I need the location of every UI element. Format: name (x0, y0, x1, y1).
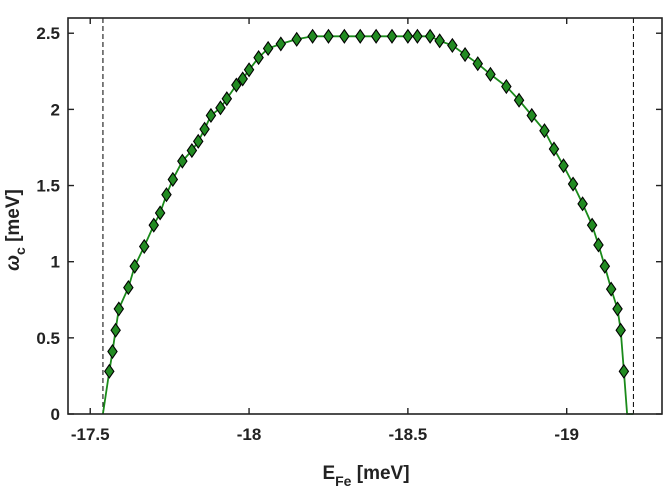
y-tick-label: 0 (51, 405, 60, 424)
x-tick-label: -19 (554, 425, 579, 444)
data-point (615, 322, 626, 338)
data-point (386, 28, 398, 44)
plot-area (102, 18, 634, 415)
x-tick-label: -18 (237, 425, 262, 444)
axes-frame (67, 17, 663, 415)
data-point (501, 78, 512, 95)
data-point (148, 217, 160, 233)
data-point (459, 46, 471, 63)
data-point (567, 176, 579, 192)
data-point (129, 258, 140, 274)
data-point (412, 28, 423, 44)
x-axis-label-subscript: Fe (335, 473, 352, 489)
data-point (577, 196, 588, 212)
data-point (605, 281, 617, 297)
axes: -17.5 -18 -18.5 -19 0 0.5 1 1.5 2 2.5 (36, 17, 663, 444)
data-point (154, 205, 166, 221)
y-axis-label: ωc [meV] (3, 189, 28, 271)
data-point (221, 91, 233, 107)
data-point (434, 33, 445, 49)
series-line (102, 35, 634, 415)
data-point (424, 28, 436, 44)
y-tick-label: 2.5 (36, 24, 60, 43)
data-point (526, 107, 538, 124)
data-point (199, 121, 210, 137)
data-point (548, 141, 560, 157)
x-tick-label: -17.5 (71, 425, 110, 444)
data-point (599, 258, 611, 274)
data-point (618, 363, 630, 379)
data-point (237, 71, 248, 87)
data-point (323, 28, 334, 44)
data-point (167, 171, 179, 188)
y-tick-label: 0.5 (36, 329, 60, 348)
data-point (339, 28, 350, 44)
data-point (370, 28, 382, 44)
data-point (253, 50, 264, 66)
data-point (612, 301, 623, 317)
data-point (186, 142, 198, 159)
data-point (275, 36, 287, 52)
data-point (485, 66, 496, 82)
y-tick-label: 1 (51, 253, 60, 272)
data-point (104, 363, 115, 379)
data-point (402, 28, 414, 44)
data-point (110, 322, 121, 338)
x-tick-label: -18.5 (389, 425, 428, 444)
data-point (586, 217, 598, 233)
data-point (205, 107, 217, 124)
data-point (107, 343, 118, 360)
data-point (513, 92, 525, 108)
data-point (472, 56, 484, 72)
data-point (354, 28, 366, 44)
data-point (262, 40, 274, 57)
data-point (231, 77, 242, 93)
y-axis-label-subscript: c (12, 247, 28, 255)
x-axis-label: EFe [meV] (322, 463, 409, 489)
data-point (291, 31, 302, 47)
data-point (539, 123, 550, 139)
data-point (161, 187, 172, 203)
data-point (307, 28, 318, 44)
y-tick-label: 2 (51, 100, 60, 119)
data-point (177, 153, 188, 169)
data-point (215, 100, 226, 116)
data-point (192, 133, 204, 149)
data-point (113, 301, 125, 317)
data-point (138, 238, 150, 255)
data-point (558, 158, 569, 174)
data-point (447, 37, 458, 53)
data-point (243, 62, 255, 78)
data-point (593, 237, 604, 253)
y-tick-label: 1.5 (36, 177, 60, 196)
data-point (123, 280, 134, 296)
